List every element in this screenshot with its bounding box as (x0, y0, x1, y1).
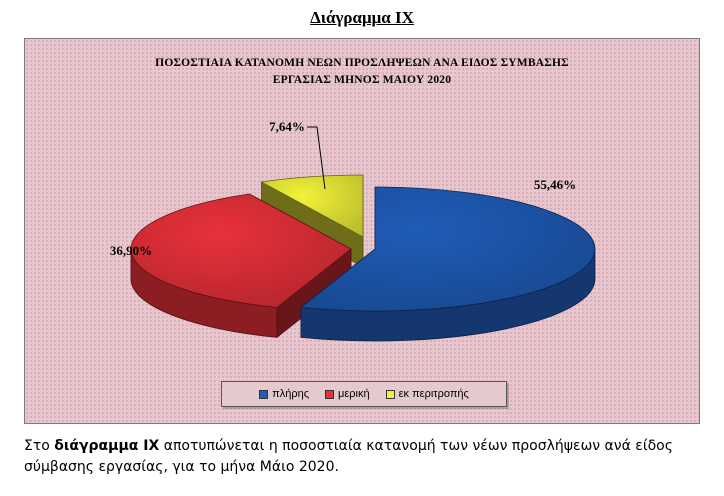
caption-intro: Στο (24, 438, 55, 454)
legend-item-part: μερική (325, 388, 370, 400)
legend-item-full: πλήρης (259, 388, 309, 400)
legend-label-rotation: εκ περιτροπής (398, 388, 469, 400)
pie-chart: 55,46% 36,90% 7,64% (110, 119, 596, 342)
chart-title-line1: ΠΟΣΟΣΤΙΑΙΑ ΚΑΤΑΝΟΜΗ ΝΕΩΝ ΠΡΟΣΛΗΨΕΩΝ ΑΝΑ … (155, 57, 569, 69)
chart-frame: ΠΟΣΟΣΤΙΑΙΑ ΚΑΤΑΝΟΜΗ ΝΕΩΝ ΠΡΟΣΛΗΨΕΩΝ ΑΝΑ … (24, 38, 700, 424)
legend-swatch-full (259, 389, 269, 399)
pie-slice-part (130, 193, 352, 308)
pie-slice-full (299, 186, 596, 312)
legend-swatch-part (325, 389, 335, 399)
data-label-full: 55,46% (534, 177, 576, 192)
data-label-part: 36,90% (110, 243, 152, 258)
chart-title: ΠΟΣΟΣΤΙΑΙΑ ΚΑΤΑΝΟΜΗ ΝΕΩΝ ΠΡΟΣΛΗΨΕΩΝ ΑΝΑ … (25, 55, 699, 89)
legend-item-rotation: εκ περιτροπής (385, 388, 469, 400)
legend-label-full: πλήρης (272, 388, 310, 400)
legend-swatch-rotation (385, 389, 395, 399)
data-label-rotation: 7,64% (269, 119, 305, 134)
caption: Στο διάγραμμα ΙΧ αποτυπώνεται η ποσοστια… (24, 436, 704, 478)
leader-line-rotation (307, 126, 326, 190)
pie-slice-rotation (260, 174, 364, 238)
legend-label-part: μερική (338, 388, 370, 400)
caption-rest: αποτυπώνεται η ποσοστιαία κατανομή των ν… (24, 438, 673, 475)
legend: πλήρης μερική εκ περιτροπής (221, 381, 507, 407)
page-heading: Διάγραμμα ΙΧ (310, 8, 414, 27)
caption-bold: διάγραμμα ΙΧ (54, 438, 160, 454)
chart-title-line2: ΕΡΓΑΣΙΑΣ ΜΗΝΟΣ ΜΑΙΟΥ 2020 (272, 74, 452, 86)
